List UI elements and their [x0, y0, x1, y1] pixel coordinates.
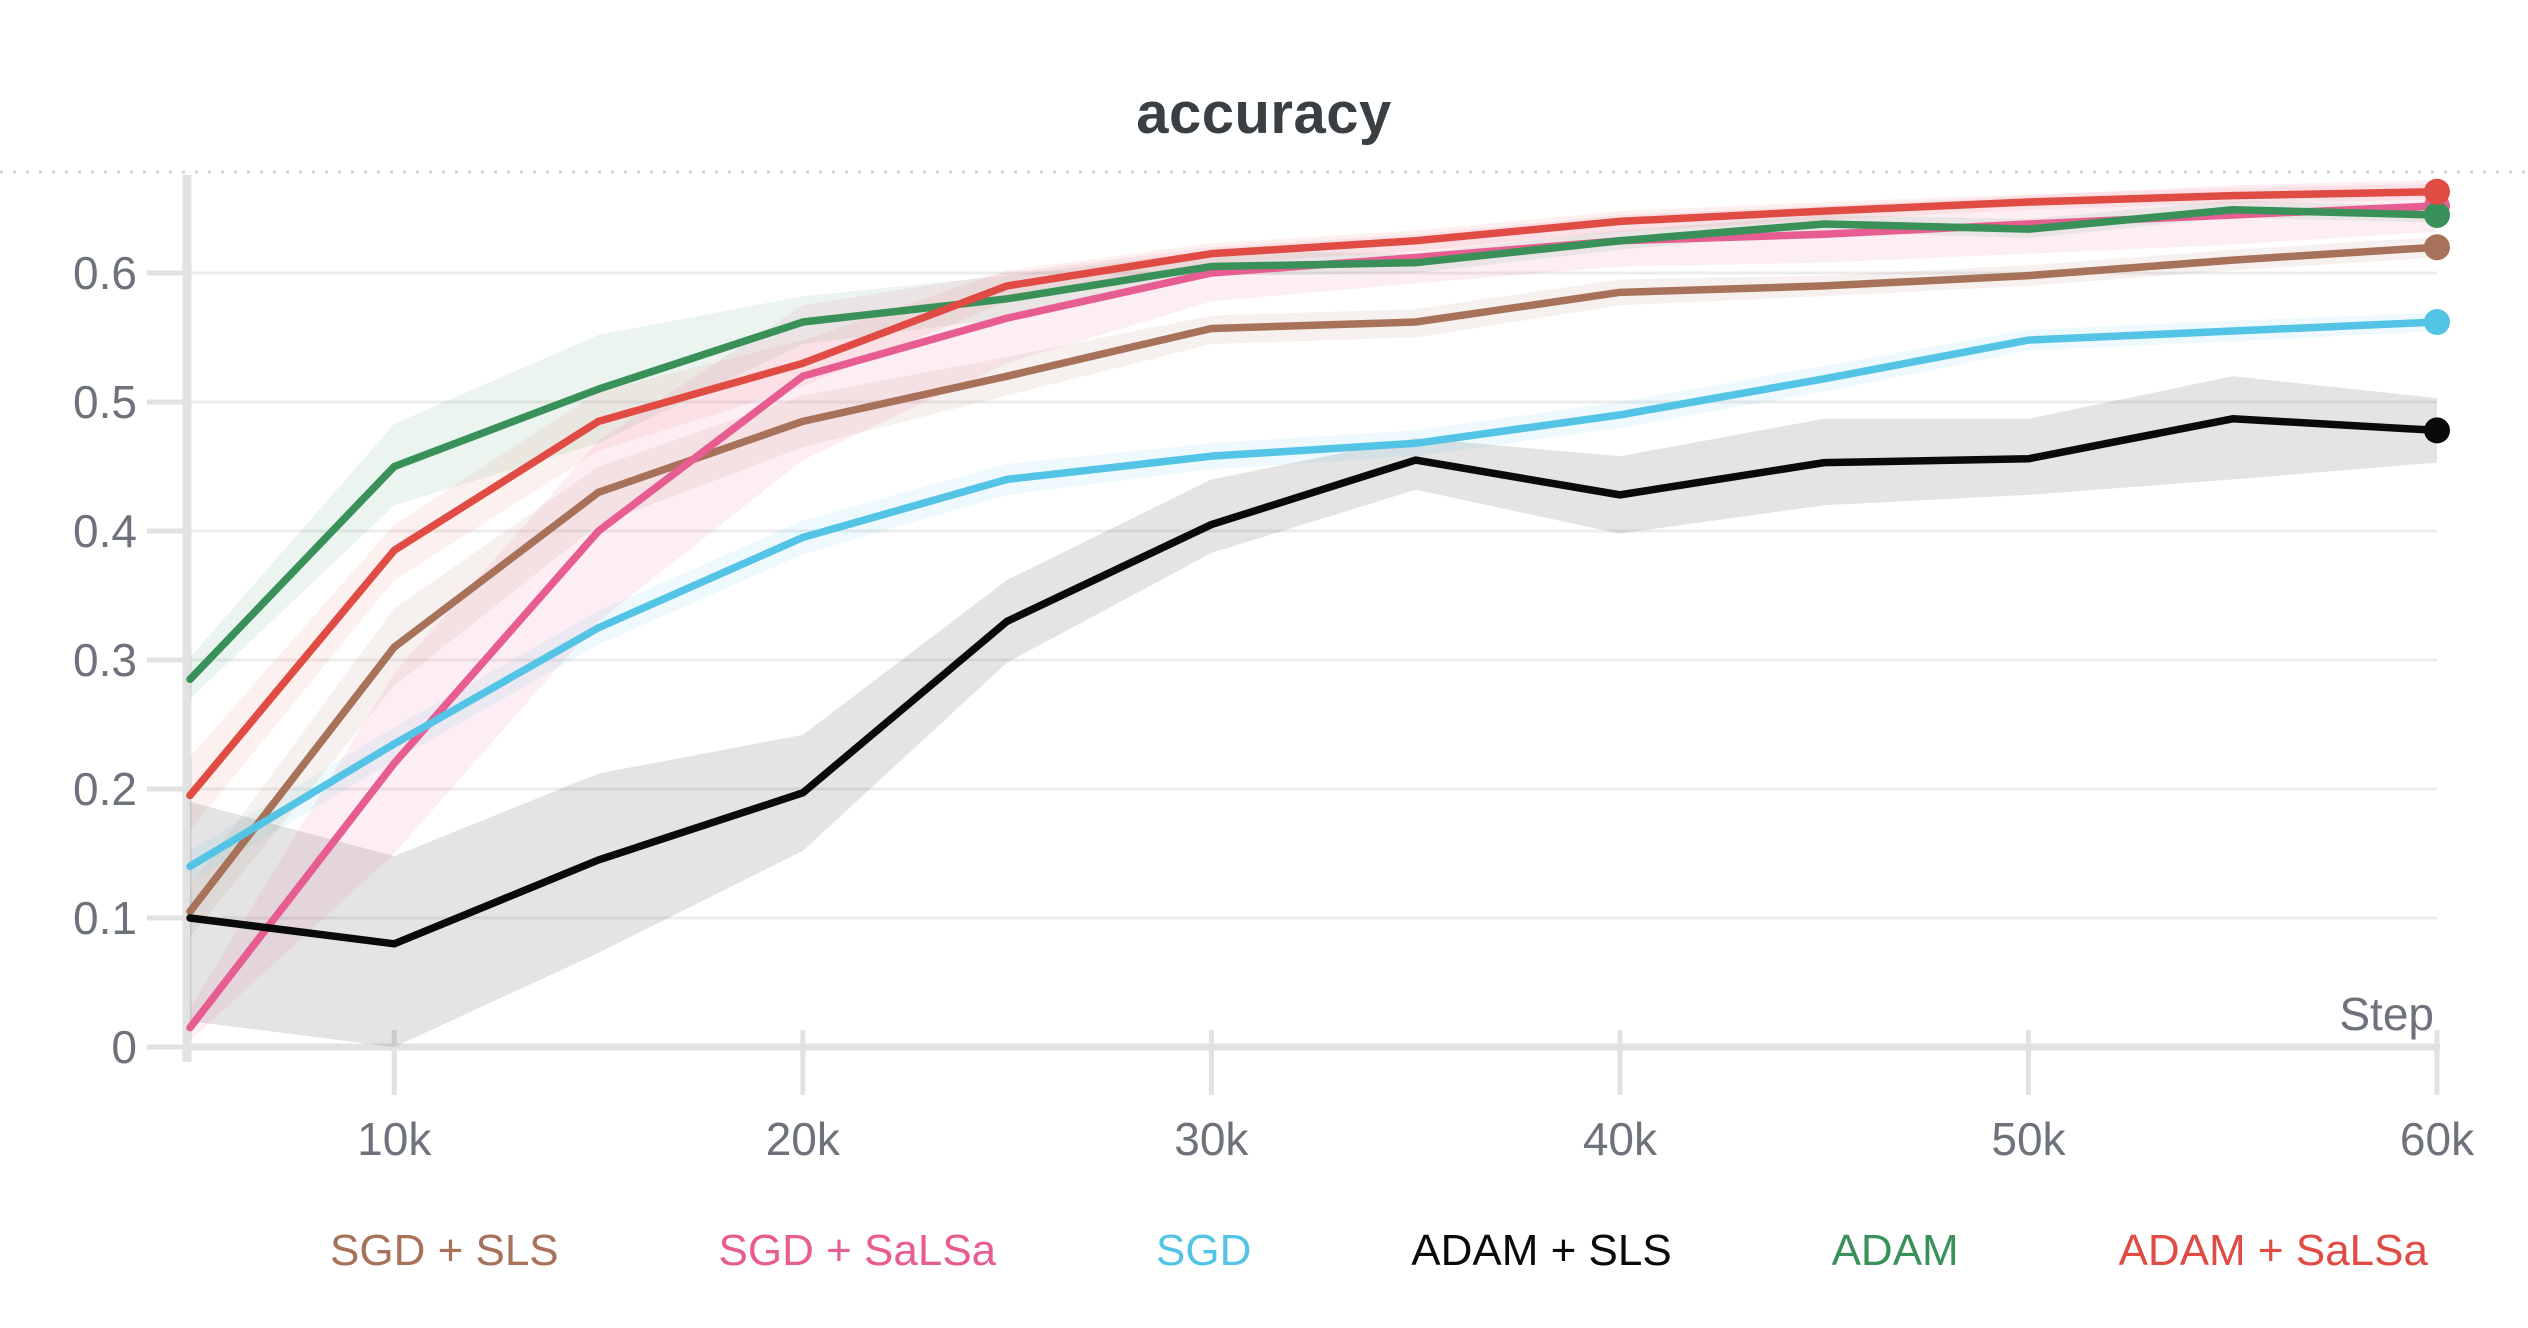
series-end-marker-adam-salsa — [2424, 178, 2450, 205]
legend-item-sgd-salsa[interactable]: SGD + SaLSa — [719, 1226, 997, 1276]
chart-title: accuracy — [1136, 81, 1392, 146]
y-tick-label: 0.6 — [73, 247, 137, 299]
series-band-sgd — [190, 312, 2437, 882]
series-band-adam-sls — [190, 376, 2437, 1047]
series-end-marker-sgd — [2424, 309, 2450, 336]
x-tick-label: 20k — [766, 1113, 841, 1165]
series-line-adam-salsa[interactable] — [186, 187, 2441, 800]
series-band-sgd-salsa — [190, 180, 2437, 1041]
y-tick-label: 0.4 — [73, 505, 137, 557]
legend-item-adam-salsa[interactable]: ADAM + SaLSa — [2119, 1226, 2428, 1276]
series-line-sgd-sls[interactable] — [186, 243, 2441, 916]
y-tick-label: 0.5 — [73, 376, 137, 428]
series-end-marker-adam — [2424, 201, 2450, 228]
legend-label-sgd-salsa: SGD + SaLSa — [718, 1226, 997, 1275]
series-line-adam[interactable] — [186, 206, 2441, 684]
x-tick-label: 30k — [1174, 1113, 1249, 1165]
legend-item-adam-sls[interactable]: ADAM + SLS — [1411, 1226, 1671, 1276]
chart-legend: SGD + SLS SGD + SaLSa SGD ADAM + SLS ADAM ADA… — [330, 1226, 2428, 1276]
legend-label-sgd: SGD — [1156, 1226, 1252, 1275]
legend-item-sgd[interactable]: SGD — [1156, 1226, 1251, 1276]
x-tick-label: 10k — [357, 1113, 432, 1165]
legend-label-adam: ADAM — [1831, 1226, 1959, 1275]
legend-label-adam-salsa: ADAM + SaLSa — [2118, 1226, 2428, 1275]
series-line-adam-sls[interactable] — [186, 415, 2441, 948]
legend-label-sgd-sls: SGD + SLS — [330, 1226, 559, 1275]
series-end-marker-adam-sls — [2424, 417, 2450, 444]
legend-label-adam-sls: ADAM + SLS — [1411, 1226, 1672, 1275]
x-tick-label: 50k — [1991, 1113, 2066, 1165]
legend-item-sgd-sls[interactable]: SGD + SLS — [330, 1226, 559, 1276]
series-band-adam — [190, 200, 2437, 699]
series-line-sgd[interactable] — [186, 318, 2441, 871]
y-tick-label: 0.3 — [73, 634, 137, 686]
x-tick-label: 60k — [2400, 1113, 2475, 1165]
y-tick-label: 0 — [111, 1021, 137, 1073]
x-tick-label: 40k — [1583, 1113, 1658, 1165]
legend-item-adam[interactable]: ADAM — [1832, 1226, 1959, 1276]
y-tick-label: 0.2 — [73, 763, 137, 815]
series-end-marker-sgd-sls — [2424, 234, 2450, 261]
x-axis-title: Step — [2339, 988, 2434, 1040]
y-tick-label: 0.1 — [73, 892, 137, 944]
